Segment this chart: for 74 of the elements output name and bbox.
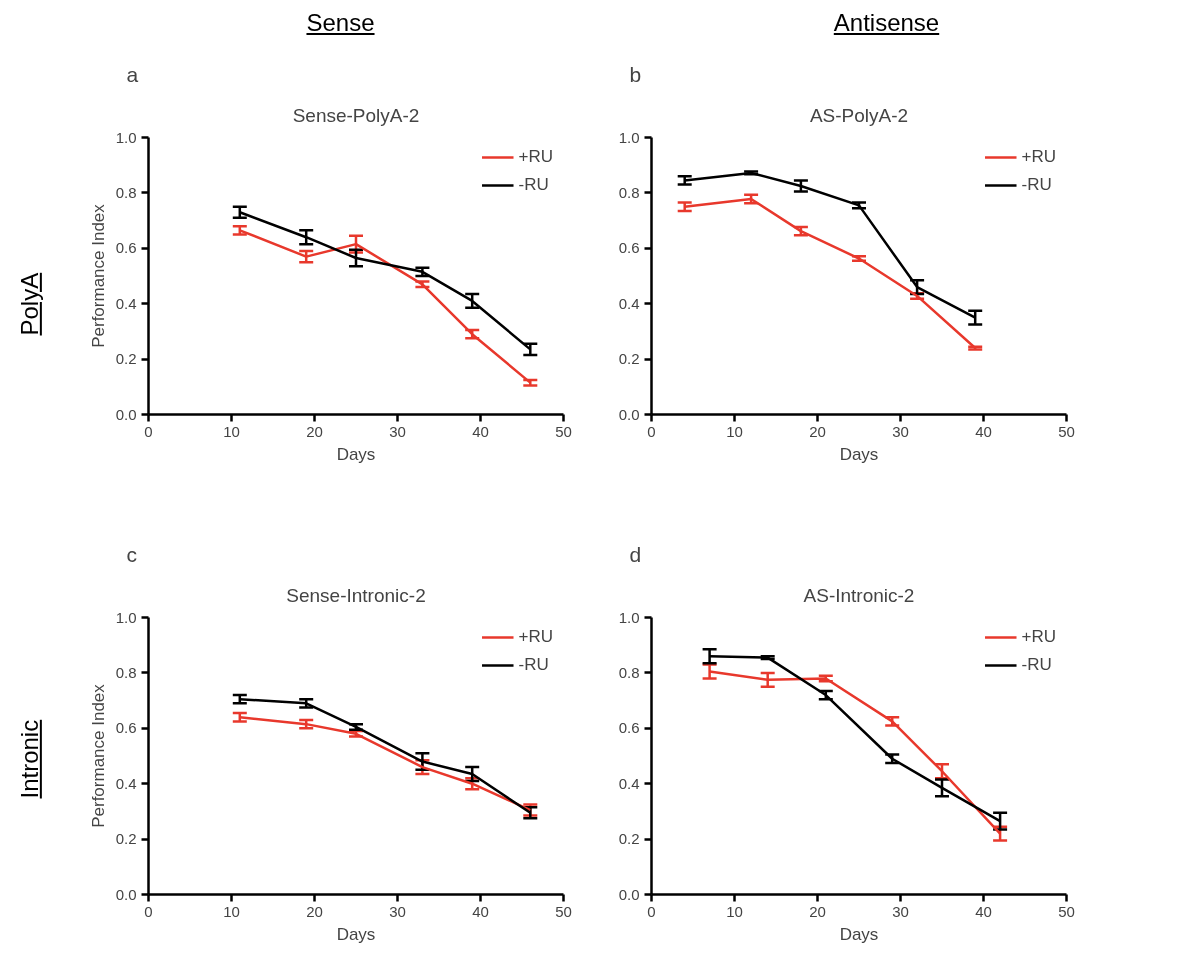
x-tick-label: 40: [472, 422, 489, 440]
text: Antisense: [832, 8, 941, 38]
y-tick-label: 0.0: [618, 405, 640, 423]
y-tick-label: 0.8: [115, 183, 137, 201]
x-tick-label: 0: [144, 422, 153, 440]
y-tick-label: 0.2: [618, 830, 640, 848]
x-tick-label: 20: [306, 902, 323, 920]
y-axis-title: Performance Index: [88, 203, 108, 348]
y-tick-label: 1.0: [618, 608, 640, 626]
x-tick-label: 50: [1058, 422, 1075, 440]
x-tick-label: 10: [726, 902, 743, 920]
y-tick-label: 1.0: [618, 128, 640, 146]
y-tick-label: 0.4: [618, 774, 640, 792]
x-tick-label: 30: [892, 902, 909, 920]
y-tick-label: 0.8: [618, 663, 640, 681]
legend-label: -RU: [1021, 655, 1052, 675]
y-tick-label: 1.0: [115, 128, 137, 146]
x-tick-label: 20: [306, 422, 323, 440]
text: c: [126, 542, 137, 566]
y-tick-label: 0.4: [115, 774, 137, 792]
x-tick-label: 30: [389, 902, 406, 920]
y-tick-label: 1.0: [115, 608, 137, 626]
y-tick-label: 0.2: [115, 350, 137, 368]
y-tick-label: 0.6: [618, 239, 640, 257]
x-tick-label: 40: [472, 902, 489, 920]
text: PolyA: [14, 271, 44, 338]
x-tick-label: 0: [144, 902, 153, 920]
x-tick-label: 20: [809, 422, 826, 440]
y-tick-label: 0.6: [115, 239, 137, 257]
x-axis-title: Days: [336, 924, 376, 944]
x-tick-label: 30: [389, 422, 406, 440]
chart-title: AS-Intronic-2: [803, 584, 915, 606]
y-tick-label: 0.2: [618, 350, 640, 368]
text: Intronic: [14, 718, 44, 801]
y-tick-label: 0.0: [618, 885, 640, 903]
x-tick-label: 30: [892, 422, 909, 440]
y-tick-label: 0.0: [115, 885, 137, 903]
legend-label: +RU: [518, 147, 553, 167]
x-axis-title: Days: [336, 444, 376, 464]
chart-title: Sense-Intronic-2: [286, 584, 426, 606]
text: a: [126, 62, 139, 86]
y-tick-label: 0.8: [115, 663, 137, 681]
legend-label: +RU: [1021, 147, 1056, 167]
legend-label: +RU: [1021, 627, 1056, 647]
y-tick-label: 0.2: [115, 830, 137, 848]
legend-label: -RU: [1021, 175, 1052, 195]
x-tick-label: 10: [223, 422, 240, 440]
x-tick-label: 20: [809, 902, 826, 920]
x-tick-label: 40: [975, 422, 992, 440]
x-tick-label: 50: [555, 902, 572, 920]
x-axis-title: Days: [839, 444, 879, 464]
y-tick-label: 0.4: [115, 294, 137, 312]
x-tick-label: 50: [555, 422, 572, 440]
y-tick-label: 0.6: [618, 719, 640, 737]
x-tick-label: 10: [223, 902, 240, 920]
y-tick-label: 0.4: [618, 294, 640, 312]
chart-title: AS-PolyA-2: [809, 104, 909, 126]
y-axis-title: Performance Index: [88, 683, 108, 828]
x-tick-label: 0: [647, 422, 656, 440]
text: d: [629, 542, 642, 566]
x-tick-label: 40: [975, 902, 992, 920]
legend-label: +RU: [518, 627, 553, 647]
legend-label: -RU: [518, 655, 549, 675]
text: b: [629, 62, 642, 86]
chart-title: Sense-PolyA-2: [292, 104, 420, 126]
x-axis-title: Days: [839, 924, 879, 944]
x-tick-label: 0: [647, 902, 656, 920]
y-tick-label: 0.8: [618, 183, 640, 201]
x-tick-label: 10: [726, 422, 743, 440]
x-tick-label: 50: [1058, 902, 1075, 920]
y-tick-label: 0.6: [115, 719, 137, 737]
y-tick-label: 0.0: [115, 405, 137, 423]
text: Sense: [305, 8, 376, 38]
legend-label: -RU: [518, 175, 549, 195]
